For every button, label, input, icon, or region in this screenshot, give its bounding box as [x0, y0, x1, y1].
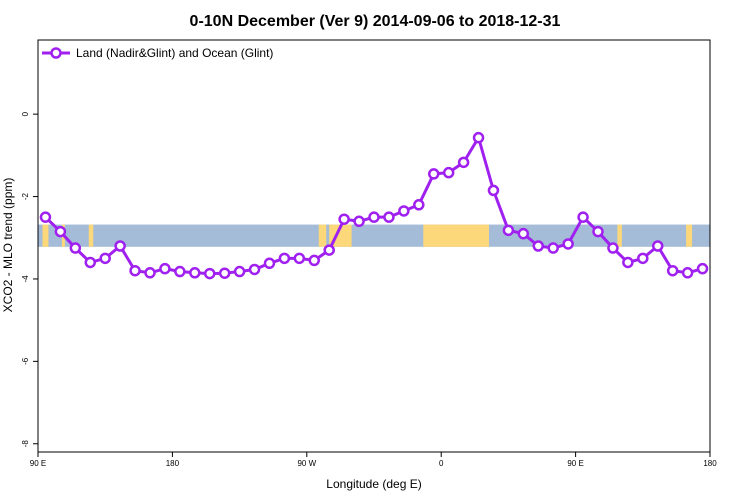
y-axis-label: XCO2 - MLO trend (ppm) [1, 178, 15, 313]
data-point [248, 263, 261, 276]
data-point [323, 244, 335, 256]
legend: Land (Nadir&Glint) and Ocean (Glint) [42, 46, 273, 60]
x-tick-label: 90 E [30, 459, 46, 468]
land-patch [423, 224, 489, 247]
land-patch [88, 224, 94, 247]
data-point [681, 267, 694, 279]
data-point [532, 240, 545, 252]
data-point [263, 257, 276, 270]
data-point [472, 131, 485, 144]
data-point [487, 184, 500, 197]
x-tick-label: 180 [166, 459, 180, 468]
y-tick-label: 0 [21, 111, 30, 116]
data-point [353, 215, 365, 228]
data-point [442, 166, 455, 179]
legend-label: Land (Nadir&Glint) and Ocean (Glint) [76, 46, 273, 60]
land-ocean-band [38, 224, 710, 247]
data-point [383, 211, 395, 223]
data-point [457, 156, 470, 169]
y-tick-label: -8 [21, 440, 30, 448]
data-point [651, 240, 664, 252]
ocean-band [38, 224, 710, 247]
data-point [338, 213, 350, 225]
data-point [637, 252, 649, 265]
data-point [427, 168, 440, 180]
data-point [218, 267, 231, 279]
chart-title: 0-10N December (Ver 9) 2014-09-06 to 201… [190, 13, 561, 30]
data-point [502, 224, 515, 237]
y-tick-label: -4 [21, 275, 30, 283]
data-point [144, 267, 156, 279]
y-axis: 0 -2 -4 -6 -8 [21, 111, 38, 447]
x-axis-label: Longitude (deg E) [326, 477, 421, 491]
data-point [413, 199, 425, 211]
data-point [622, 256, 634, 269]
land-patch [318, 224, 327, 247]
data-point [368, 211, 380, 223]
data-point [99, 252, 111, 265]
data-point [577, 211, 589, 223]
data-point [159, 262, 171, 275]
x-tick-label: 180 [703, 459, 717, 468]
data-point [54, 225, 67, 238]
land-patch [617, 224, 622, 247]
data-point [547, 242, 559, 254]
land-patch [42, 224, 49, 247]
data-point [174, 265, 186, 278]
data-point [84, 256, 97, 269]
data-point [308, 254, 321, 267]
series-line [44, 136, 703, 276]
x-tick-label: 90 E [567, 459, 583, 468]
data-point [398, 205, 410, 217]
data-point [189, 267, 201, 279]
x-tick-label: 0 [439, 459, 444, 468]
data-point [293, 252, 306, 265]
x-tick-label: 90 W [297, 459, 316, 468]
y-tick-label: -6 [21, 357, 30, 365]
data-point [203, 267, 216, 280]
series-layer [39, 131, 709, 280]
land-patch [686, 224, 693, 247]
x-axis: 90 E 180 90 W 0 90 E 180 [30, 452, 717, 468]
data-point [517, 227, 530, 240]
data-point [607, 242, 619, 254]
data-point [233, 265, 246, 278]
data-point [129, 264, 141, 277]
data-point [592, 225, 604, 238]
data-point [278, 252, 291, 265]
plot-frame [37, 39, 711, 453]
data-point [114, 240, 126, 252]
data-point [562, 238, 574, 250]
data-point [666, 264, 679, 277]
y-tick-label: -2 [21, 192, 30, 200]
data-point [39, 211, 52, 223]
data-point [696, 262, 709, 275]
data-point [69, 242, 82, 254]
legend-marker [50, 47, 62, 59]
